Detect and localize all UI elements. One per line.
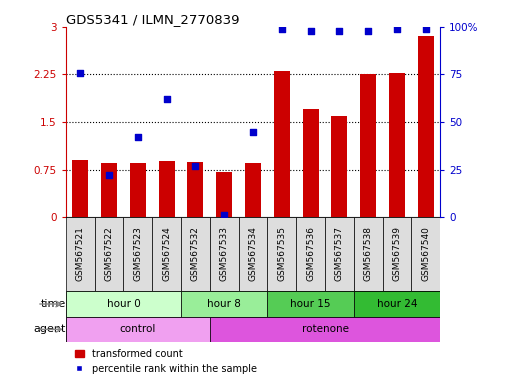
- Bar: [181, 217, 210, 291]
- Text: hour 15: hour 15: [290, 299, 330, 309]
- Bar: [324, 217, 353, 291]
- Text: time: time: [40, 299, 66, 309]
- Bar: [411, 217, 439, 291]
- Bar: [123, 217, 152, 291]
- Point: [421, 26, 429, 32]
- Text: GSM567523: GSM567523: [133, 226, 142, 281]
- Text: GSM567539: GSM567539: [392, 226, 401, 281]
- Text: GDS5341 / ILMN_2770839: GDS5341 / ILMN_2770839: [66, 13, 239, 26]
- Bar: [382, 217, 411, 291]
- Bar: [353, 291, 439, 317]
- Point: [306, 28, 314, 34]
- Point: [364, 28, 372, 34]
- Text: GSM567538: GSM567538: [363, 226, 372, 281]
- Bar: [302, 109, 318, 217]
- Text: GSM567537: GSM567537: [334, 226, 343, 281]
- Bar: [267, 291, 353, 317]
- Bar: [295, 217, 324, 291]
- Point: [191, 163, 199, 169]
- Point: [248, 129, 257, 135]
- Bar: [273, 71, 289, 217]
- Text: rotenone: rotenone: [301, 324, 348, 334]
- Point: [335, 28, 343, 34]
- Text: GSM567536: GSM567536: [306, 226, 315, 281]
- Point: [162, 96, 170, 102]
- Text: control: control: [119, 324, 156, 334]
- Text: GSM567521: GSM567521: [76, 226, 84, 281]
- Point: [277, 26, 285, 32]
- Point: [76, 70, 84, 76]
- Point: [392, 26, 400, 32]
- Bar: [210, 317, 439, 342]
- Bar: [388, 73, 404, 217]
- Bar: [72, 160, 88, 217]
- Point: [105, 172, 113, 179]
- Bar: [101, 163, 117, 217]
- Bar: [331, 116, 346, 217]
- Text: GSM567535: GSM567535: [277, 226, 286, 281]
- Bar: [210, 217, 238, 291]
- Bar: [417, 36, 433, 217]
- Bar: [187, 162, 203, 217]
- Bar: [159, 161, 174, 217]
- Bar: [94, 217, 123, 291]
- Text: GSM567533: GSM567533: [219, 226, 228, 281]
- Text: GSM567540: GSM567540: [421, 226, 429, 281]
- Text: GSM567524: GSM567524: [162, 226, 171, 281]
- Bar: [66, 217, 94, 291]
- Bar: [244, 163, 261, 217]
- Point: [220, 212, 228, 218]
- Text: agent: agent: [33, 324, 66, 334]
- Bar: [66, 317, 210, 342]
- Text: hour 8: hour 8: [207, 299, 241, 309]
- Text: hour 0: hour 0: [106, 299, 140, 309]
- Bar: [130, 163, 145, 217]
- Bar: [238, 217, 267, 291]
- Bar: [360, 74, 375, 217]
- Text: GSM567534: GSM567534: [248, 226, 257, 281]
- Bar: [353, 217, 382, 291]
- Text: hour 24: hour 24: [376, 299, 417, 309]
- Bar: [66, 291, 181, 317]
- Bar: [216, 172, 232, 217]
- Bar: [267, 217, 295, 291]
- Bar: [181, 291, 267, 317]
- Text: GSM567532: GSM567532: [190, 226, 199, 281]
- Bar: [152, 217, 181, 291]
- Legend: transformed count, percentile rank within the sample: transformed count, percentile rank withi…: [71, 345, 261, 378]
- Text: GSM567522: GSM567522: [104, 226, 113, 281]
- Point: [133, 134, 141, 141]
